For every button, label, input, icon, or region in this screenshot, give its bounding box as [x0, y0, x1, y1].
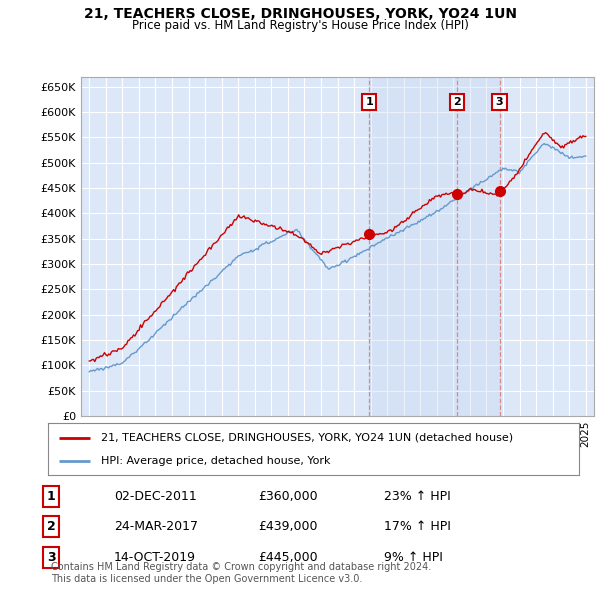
- Text: Contains HM Land Registry data © Crown copyright and database right 2024.
This d: Contains HM Land Registry data © Crown c…: [51, 562, 431, 584]
- Text: £360,000: £360,000: [258, 490, 317, 503]
- Text: 3: 3: [47, 551, 55, 564]
- Text: 24-MAR-2017: 24-MAR-2017: [114, 520, 198, 533]
- Text: 21, TEACHERS CLOSE, DRINGHOUSES, YORK, YO24 1UN (detached house): 21, TEACHERS CLOSE, DRINGHOUSES, YORK, Y…: [101, 432, 513, 442]
- Text: 23% ↑ HPI: 23% ↑ HPI: [384, 490, 451, 503]
- Text: 14-OCT-2019: 14-OCT-2019: [114, 551, 196, 564]
- Bar: [369, 77, 500, 416]
- Text: 9% ↑ HPI: 9% ↑ HPI: [384, 551, 443, 564]
- Text: 17% ↑ HPI: 17% ↑ HPI: [384, 520, 451, 533]
- Text: Price paid vs. HM Land Registry's House Price Index (HPI): Price paid vs. HM Land Registry's House …: [131, 19, 469, 32]
- Text: 21, TEACHERS CLOSE, DRINGHOUSES, YORK, YO24 1UN: 21, TEACHERS CLOSE, DRINGHOUSES, YORK, Y…: [83, 7, 517, 21]
- Text: 2: 2: [47, 520, 55, 533]
- Text: HPI: Average price, detached house, York: HPI: Average price, detached house, York: [101, 457, 331, 467]
- Text: 2: 2: [453, 97, 461, 107]
- Text: 1: 1: [365, 97, 373, 107]
- Text: 3: 3: [496, 97, 503, 107]
- Text: £445,000: £445,000: [258, 551, 317, 564]
- Text: 1: 1: [47, 490, 55, 503]
- Text: 02-DEC-2011: 02-DEC-2011: [114, 490, 197, 503]
- Text: £439,000: £439,000: [258, 520, 317, 533]
